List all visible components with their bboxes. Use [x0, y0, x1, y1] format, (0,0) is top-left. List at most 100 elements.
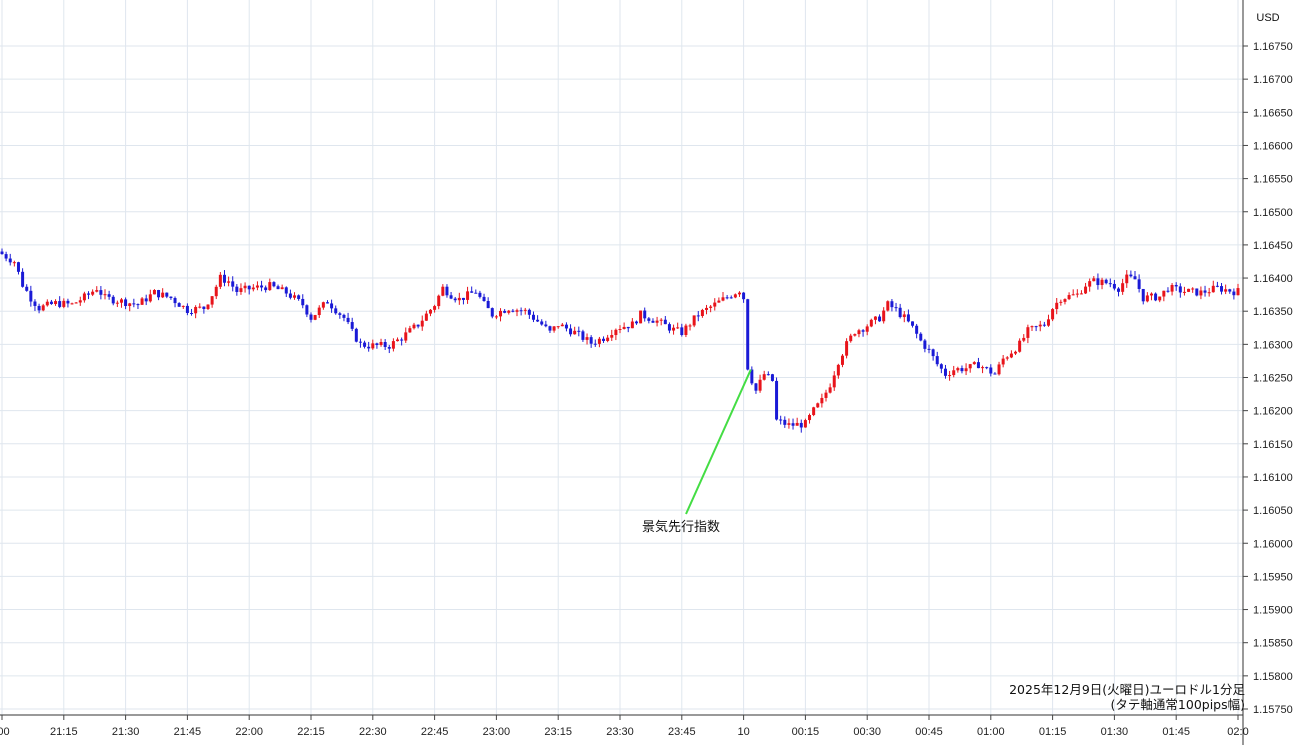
price-tick-label: 1.16700	[1253, 74, 1293, 86]
price-tick-label: 1.16500	[1253, 207, 1293, 219]
candle-body	[1046, 319, 1050, 326]
candle-body	[989, 367, 993, 374]
candle-body	[412, 324, 416, 329]
candle-body	[255, 285, 259, 288]
time-tick-label: 01:45	[1162, 726, 1190, 738]
candle-body	[1129, 274, 1133, 277]
candle-body	[408, 328, 412, 333]
candle-body	[725, 297, 729, 299]
candle-body	[383, 342, 387, 347]
candle-body	[37, 305, 41, 311]
candle-body	[1145, 295, 1149, 302]
currency-label: USD	[1256, 12, 1279, 24]
candle-body	[737, 292, 741, 295]
candle-body	[577, 330, 581, 332]
candle-body	[371, 343, 375, 349]
candle-body	[132, 303, 136, 305]
candle-body	[330, 303, 334, 309]
candle-body	[976, 362, 980, 369]
candle-body	[297, 295, 301, 299]
price-tick-label: 1.16600	[1253, 140, 1293, 152]
candle-body	[140, 298, 144, 305]
candle-body	[585, 337, 589, 340]
candle-body	[1067, 295, 1071, 300]
candle-body	[1125, 274, 1129, 284]
candle-body	[499, 310, 503, 317]
candle-body	[284, 287, 288, 294]
candle-body	[956, 368, 960, 371]
candle-body	[651, 320, 655, 323]
candle-body	[1051, 309, 1055, 320]
candle-body	[1018, 340, 1022, 352]
time-tick-label: 22:45	[421, 726, 449, 738]
candle-body	[824, 392, 828, 398]
price-tick-label: 1.16000	[1253, 538, 1293, 550]
candle-body	[935, 356, 939, 365]
candle-body	[354, 328, 358, 342]
candle-body	[144, 298, 148, 302]
candle-body	[268, 282, 272, 291]
candle-body	[680, 327, 684, 335]
candle-body	[713, 302, 717, 307]
candle-body	[519, 310, 523, 312]
candle-body	[173, 298, 177, 304]
price-tick-label: 1.16250	[1253, 373, 1293, 385]
candle-body	[676, 327, 680, 329]
candle-body	[812, 407, 816, 416]
candle-body	[927, 348, 931, 350]
candle-body	[808, 415, 812, 421]
candle-body	[78, 300, 82, 303]
time-tick-label: 00:15	[792, 726, 820, 738]
candle-body	[453, 298, 457, 301]
candle-body	[820, 397, 824, 404]
candle-body	[783, 419, 787, 425]
candle-body	[70, 303, 74, 305]
candle-body	[853, 334, 857, 336]
candle-body	[8, 258, 12, 263]
candle-body	[490, 308, 494, 317]
candle-body	[544, 324, 548, 327]
candle-body	[103, 294, 107, 296]
candle-body	[869, 319, 873, 327]
candle-body	[515, 310, 519, 312]
time-tick-label: 00:30	[853, 726, 881, 738]
candle-body	[325, 302, 329, 304]
candle-body	[536, 319, 540, 322]
candle-body	[890, 301, 894, 308]
candle-body	[87, 293, 91, 295]
candle-body	[66, 300, 70, 304]
price-tick-label: 1.15800	[1253, 671, 1293, 683]
candle-body	[1211, 285, 1215, 293]
candle-body	[923, 340, 927, 349]
candle-body	[239, 288, 243, 292]
candle-body	[363, 342, 367, 347]
candle-body	[91, 291, 95, 295]
candle-body	[111, 296, 115, 304]
candle-body	[74, 302, 78, 304]
candle-body	[194, 306, 198, 314]
candle-body	[375, 343, 379, 345]
candle-body	[667, 324, 671, 331]
candle-body	[968, 364, 972, 369]
candle-body	[461, 297, 465, 300]
candle-body	[1001, 358, 1005, 365]
price-tick-label: 1.15750	[1253, 704, 1293, 716]
candle-body	[136, 304, 140, 306]
candle-body	[29, 290, 33, 302]
candle-body	[185, 305, 189, 313]
candle-body	[358, 341, 362, 343]
candle-body	[1178, 286, 1182, 293]
candle-body	[779, 419, 783, 421]
time-tick-label: 01:15	[1039, 726, 1067, 738]
candle-body	[1141, 288, 1145, 302]
candle-body	[610, 335, 614, 338]
candle-body	[222, 274, 226, 283]
candle-body	[474, 292, 478, 294]
candle-body	[16, 262, 20, 272]
candle-body	[898, 307, 902, 318]
candle-body	[626, 326, 630, 329]
candle-body	[1215, 285, 1219, 287]
candle-body	[709, 306, 713, 308]
candle-body	[1228, 289, 1232, 292]
candle-body	[878, 316, 882, 322]
